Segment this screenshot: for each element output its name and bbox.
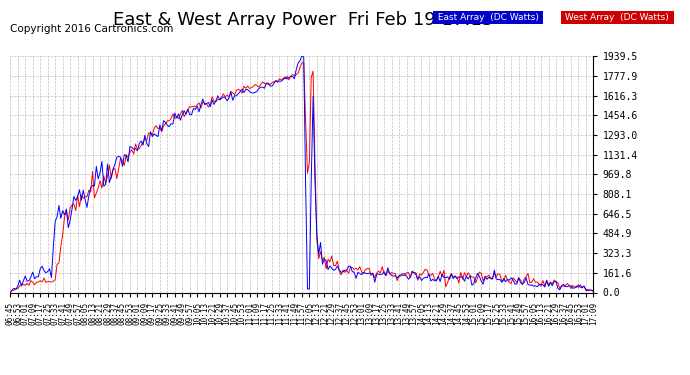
Text: East Array  (DC Watts): East Array (DC Watts) — [435, 13, 542, 22]
Text: Copyright 2016 Cartronics.com: Copyright 2016 Cartronics.com — [10, 24, 174, 34]
Text: East & West Array Power  Fri Feb 19 17:13: East & West Array Power Fri Feb 19 17:13 — [113, 11, 494, 29]
Text: West Array  (DC Watts): West Array (DC Watts) — [562, 13, 672, 22]
